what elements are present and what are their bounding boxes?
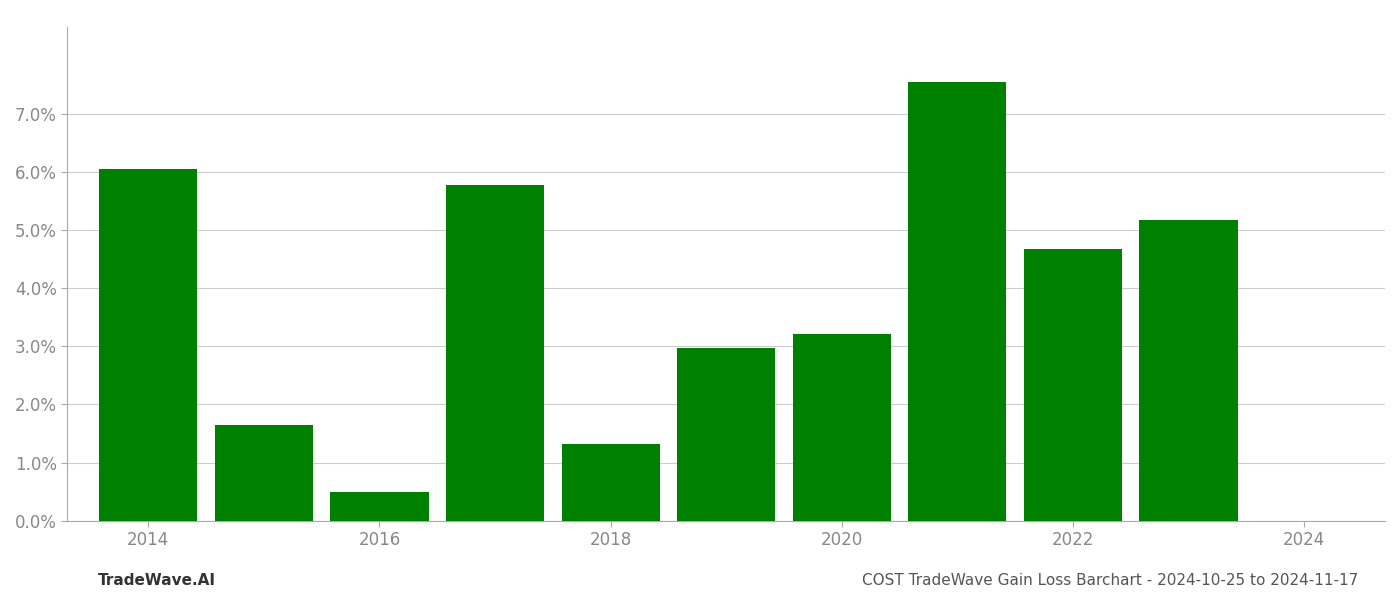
Bar [678, 348, 776, 521]
Bar [214, 425, 314, 521]
Text: TradeWave.AI: TradeWave.AI [98, 573, 216, 588]
Bar [1023, 249, 1121, 521]
Bar [561, 444, 659, 521]
Bar [792, 334, 890, 521]
Bar [99, 169, 197, 521]
Bar [1140, 220, 1238, 521]
Bar [447, 185, 545, 521]
Bar [330, 491, 428, 521]
Bar [909, 82, 1007, 521]
Text: COST TradeWave Gain Loss Barchart - 2024-10-25 to 2024-11-17: COST TradeWave Gain Loss Barchart - 2024… [862, 573, 1358, 588]
